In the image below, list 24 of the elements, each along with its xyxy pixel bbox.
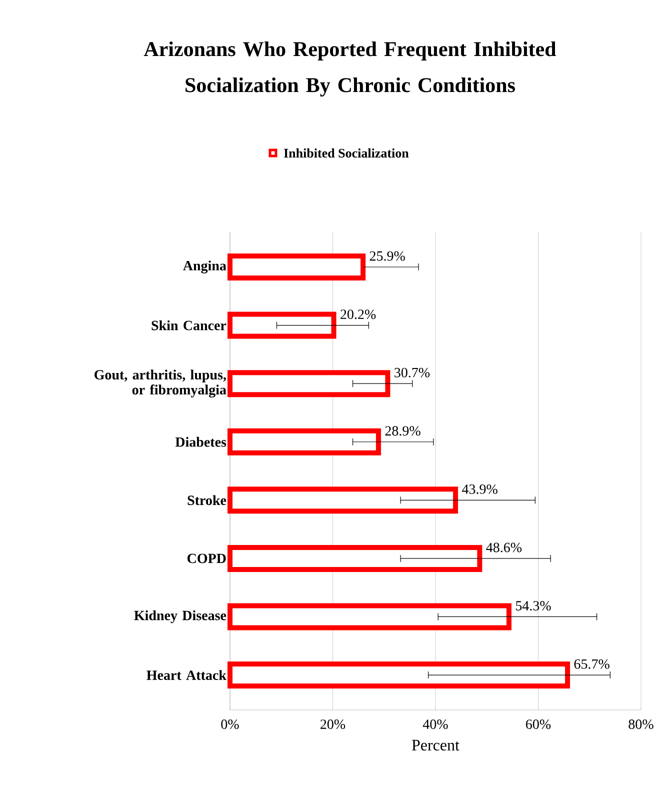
- x-tick-label: 0%: [221, 720, 239, 730]
- data-label: 25.9%: [370, 251, 405, 261]
- y-tick-label: Heart Attack: [146, 670, 226, 680]
- data-label: 54.3%: [516, 601, 551, 611]
- y-tick-label: Diabetes: [175, 436, 226, 447]
- y-tick-label: Gout, arthritis, lupus, or fibromyalgia: [94, 370, 226, 398]
- x-tick-label: 40%: [422, 720, 448, 730]
- y-tick-label: Stroke: [188, 495, 226, 506]
- data-label: 48.6%: [486, 542, 522, 552]
- y-tick-label: Angina: [183, 260, 226, 274]
- x-tick-label: 80%: [628, 720, 654, 730]
- y-tick-label: COPD: [187, 554, 226, 564]
- x-axis-title: Percent: [412, 740, 460, 751]
- y-tick-label: Skin Cancer: [152, 320, 226, 330]
- data-label: 28.9%: [385, 426, 420, 436]
- y-tick-label: Kidney Disease: [134, 610, 226, 624]
- chart-title: Arizonans Who Reported Frequent Inhibited Socialization By Chronic Conditions: [144, 41, 556, 97]
- data-label: 43.9%: [462, 484, 498, 494]
- legend-label: Inhibited Socialization: [284, 148, 409, 158]
- x-tick-label: 20%: [320, 720, 346, 730]
- data-label: 65.7%: [574, 659, 610, 669]
- x-tick-label: 60%: [526, 720, 551, 730]
- data-label: 20.2%: [340, 310, 376, 320]
- data-label: 30.7%: [394, 368, 430, 378]
